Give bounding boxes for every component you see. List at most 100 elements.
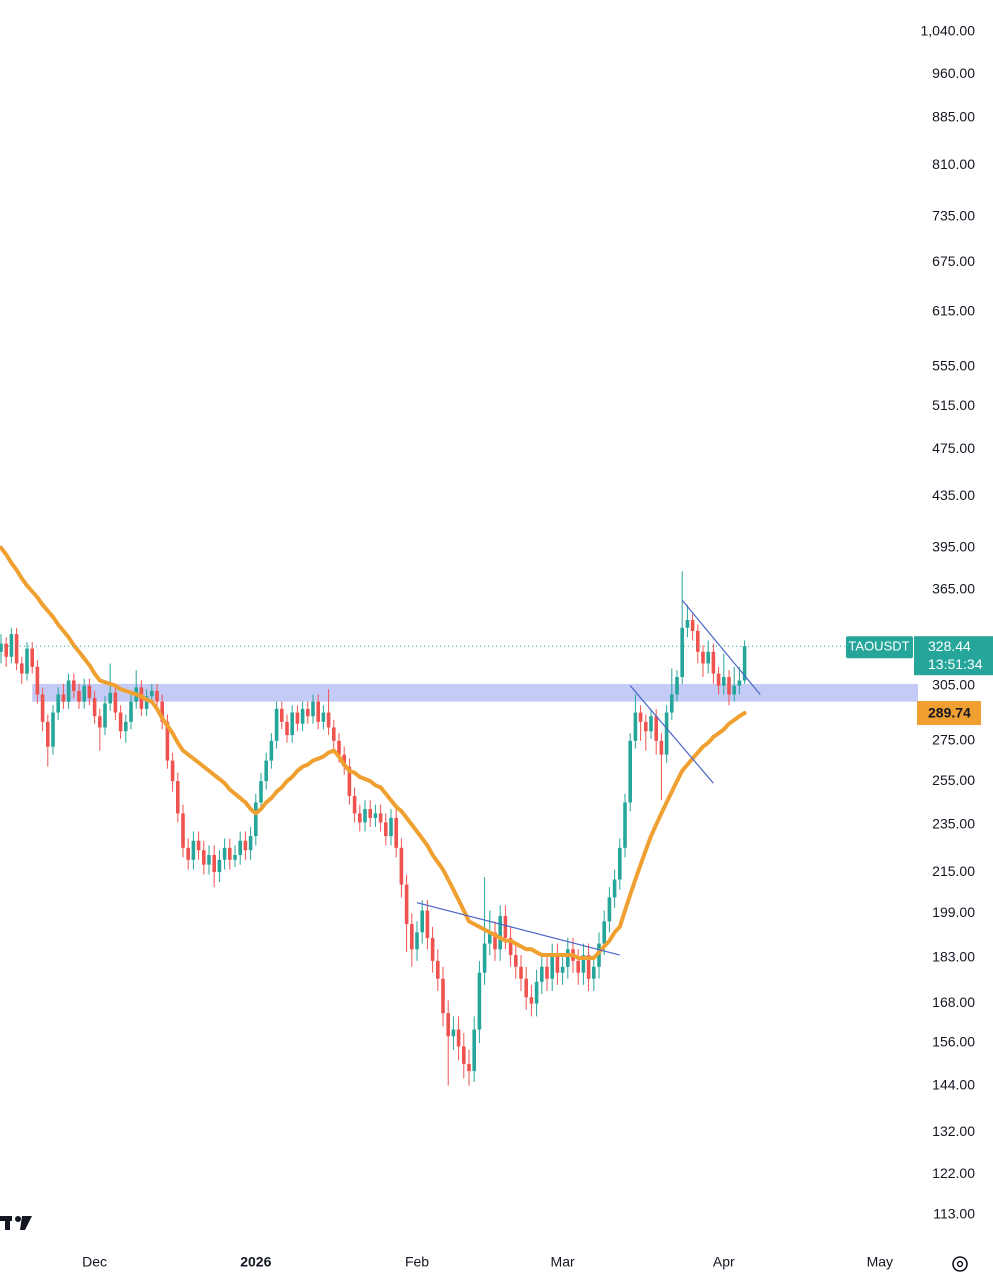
candle-body bbox=[482, 943, 487, 973]
candle-body bbox=[701, 651, 705, 664]
candle-body bbox=[586, 955, 591, 979]
candle-body bbox=[196, 840, 201, 851]
y-tick-label: 168.00 bbox=[932, 994, 975, 1010]
candle-body bbox=[446, 1013, 450, 1037]
trendline bbox=[629, 685, 714, 784]
candle-body bbox=[144, 696, 149, 709]
candle-body bbox=[202, 850, 206, 865]
candle-body bbox=[456, 1029, 461, 1047]
candle-body bbox=[550, 955, 554, 979]
candle-body bbox=[670, 694, 674, 713]
candle-body bbox=[716, 673, 721, 686]
candle-body bbox=[4, 643, 8, 657]
candle-body bbox=[40, 694, 45, 722]
y-tick-label: 395.00 bbox=[932, 539, 975, 555]
candle-body bbox=[493, 932, 497, 950]
y-tick-label: 475.00 bbox=[932, 440, 975, 456]
candle-body bbox=[358, 813, 362, 823]
y-tick-label: 675.00 bbox=[932, 253, 975, 269]
support-zone bbox=[32, 683, 918, 702]
candle-body bbox=[14, 634, 19, 664]
candle-body bbox=[228, 847, 232, 860]
candle-body bbox=[98, 716, 102, 728]
candle-body bbox=[326, 712, 331, 728]
candle-body bbox=[274, 708, 279, 741]
candle-body bbox=[488, 932, 492, 944]
candle-body bbox=[300, 708, 305, 724]
candle-body bbox=[316, 701, 320, 722]
candle-body bbox=[540, 966, 544, 982]
candle-body bbox=[633, 712, 638, 741]
moving-average bbox=[0, 545, 747, 960]
symbol-badge bbox=[846, 636, 913, 659]
countdown-label: 13:51:34 bbox=[928, 656, 983, 672]
candle-body bbox=[77, 690, 81, 702]
candle-body bbox=[72, 680, 76, 691]
candle-body bbox=[368, 808, 372, 818]
y-tick-label: 132.00 bbox=[932, 1123, 975, 1139]
gear-center[interactable] bbox=[956, 1260, 964, 1268]
candle-body bbox=[306, 708, 310, 717]
candle-body bbox=[534, 981, 539, 1004]
candle-body bbox=[233, 854, 237, 860]
candle-body bbox=[430, 937, 435, 961]
y-tick-label: 735.00 bbox=[932, 208, 975, 224]
x-tick-label: Apr bbox=[713, 1254, 735, 1270]
candle-body bbox=[451, 1029, 456, 1037]
y-tick-label: 113.00 bbox=[933, 1206, 975, 1222]
candle-body bbox=[680, 627, 684, 678]
candle-body bbox=[649, 716, 653, 732]
candle-body bbox=[82, 685, 86, 702]
candle-body bbox=[690, 619, 695, 631]
candle-body bbox=[472, 1029, 476, 1072]
candle-body bbox=[410, 924, 414, 950]
candle-body bbox=[602, 921, 606, 944]
candle-body bbox=[30, 648, 34, 667]
y-tick-label: 555.00 bbox=[932, 357, 975, 373]
candle-body bbox=[56, 694, 60, 713]
candle-body bbox=[389, 817, 393, 837]
candle-body bbox=[415, 932, 419, 950]
y-tick-label: 1,040.00 bbox=[921, 23, 976, 39]
y-tick-label: 960.00 bbox=[932, 65, 975, 81]
candle-body bbox=[222, 847, 227, 860]
candle-body bbox=[612, 879, 617, 898]
y-tick-label: 515.00 bbox=[932, 397, 975, 413]
candle-body bbox=[441, 978, 445, 1014]
candle-body bbox=[742, 646, 747, 681]
symbol-label: TAOUSDT bbox=[848, 639, 909, 654]
x-tick-label: 2026 bbox=[240, 1254, 271, 1270]
x-tick-label: Dec bbox=[82, 1254, 107, 1270]
candle-body bbox=[425, 910, 430, 938]
y-tick-label: 435.00 bbox=[932, 487, 975, 503]
candle-body bbox=[20, 663, 24, 674]
candle-body bbox=[685, 619, 690, 628]
candle-body bbox=[295, 712, 300, 724]
candle-body bbox=[170, 760, 175, 782]
y-tick-label: 122.00 bbox=[932, 1165, 975, 1181]
candle-body bbox=[722, 677, 726, 686]
candle-body bbox=[498, 915, 502, 950]
candle-body bbox=[337, 740, 341, 755]
candle-body bbox=[46, 721, 50, 747]
candle-body bbox=[259, 781, 263, 803]
candle-body bbox=[737, 680, 742, 686]
gear[interactable] bbox=[952, 1256, 968, 1272]
candle-body bbox=[212, 854, 216, 873]
y-tick-label: 215.00 bbox=[932, 863, 975, 879]
candle-body bbox=[61, 694, 66, 702]
logo-part bbox=[15, 1216, 21, 1222]
candle-body bbox=[35, 666, 40, 695]
y-tick-label: 235.00 bbox=[932, 815, 975, 831]
candle-body bbox=[711, 651, 716, 674]
candle-body bbox=[420, 910, 424, 933]
candle-body bbox=[321, 712, 326, 722]
settings-icon[interactable] bbox=[952, 1256, 968, 1272]
candle-body bbox=[384, 822, 388, 837]
candle-body bbox=[165, 721, 170, 761]
candle-body bbox=[311, 701, 315, 717]
candle-body bbox=[0, 643, 3, 652]
candle-body bbox=[108, 692, 112, 704]
candle-body bbox=[623, 802, 627, 848]
